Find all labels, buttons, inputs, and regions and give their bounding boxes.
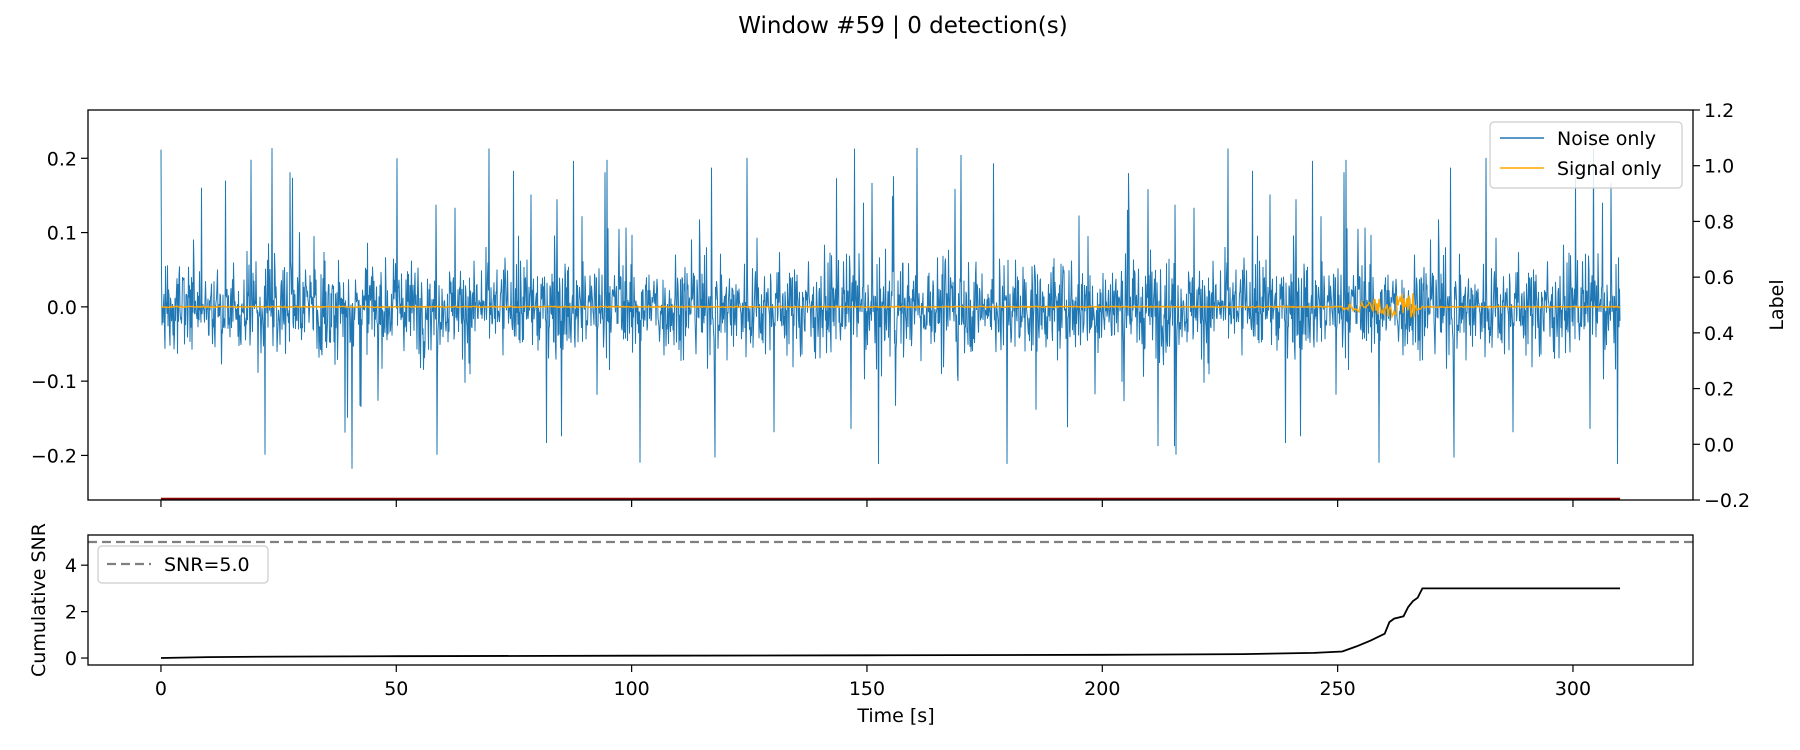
time-axis-title: Time [s] — [856, 705, 934, 727]
waveform-y2-tick-label: 1.0 — [1704, 156, 1734, 178]
waveform-axes-frame — [87, 109, 1694, 501]
waveform-y-tick-label: 0.0 — [47, 297, 77, 319]
snr-x-tick-label: 200 — [1084, 678, 1120, 700]
cumulative-snr-series — [160, 587, 1620, 659]
waveform-y2-tick-label: −0.2 — [1704, 490, 1750, 512]
legend-label-noise-only: Noise only — [1557, 128, 1656, 150]
cumulative-snr-axis-title: Cumulative SNR — [28, 523, 50, 677]
snr-y-tick-label: 0 — [65, 648, 77, 670]
waveform-y2-tick-label: 1.2 — [1704, 100, 1734, 122]
waveform-y2-tick-label: 0.8 — [1704, 211, 1734, 233]
waveform-y-tick-label: −0.1 — [31, 371, 77, 393]
snr-x-tick-label: 0 — [155, 678, 167, 700]
snr-axes-frame — [87, 534, 1694, 666]
snr-legend-box — [97, 545, 269, 584]
waveform-y2-tick-label: 0.6 — [1704, 267, 1734, 289]
snr-x-tick-label: 300 — [1555, 678, 1591, 700]
waveform-x-ticks — [160, 500, 1574, 507]
snr-x-tick-label: 150 — [849, 678, 885, 700]
snr-x-tick-label: 250 — [1320, 678, 1356, 700]
waveform-y-tick-label: −0.2 — [31, 445, 77, 467]
snr-y-tick-label: 2 — [65, 602, 77, 624]
snr-x-tick-label: 100 — [613, 678, 649, 700]
snr-panel: 0 2 4 0 50 100 150 200 250 300 Time [s] Cumulati… — [28, 523, 1694, 727]
snr-y-tick-label: 4 — [65, 555, 77, 577]
waveform-y2-ticks: −0.2 0.0 0.2 0.4 0.6 0.8 1.0 1.2 — [1693, 100, 1750, 512]
snr-x-ticks: 0 50 100 150 200 250 300 — [155, 665, 1591, 700]
noise-only-series — [160, 147, 1621, 469]
waveform-legend: Noise only Signal only — [1489, 121, 1683, 189]
waveform-y2-tick-label: 0.2 — [1704, 379, 1734, 401]
waveform-y2-tick-label: 0.4 — [1704, 323, 1734, 345]
label-axis-title: Label — [1766, 279, 1788, 330]
waveform-y-ticks: −0.2 −0.1 0.0 0.1 0.2 — [31, 148, 88, 467]
waveform-y2-tick-label: 0.0 — [1704, 434, 1734, 456]
figure-title: Window #59 | 0 detection(s) — [738, 13, 1067, 39]
snr-x-tick-label: 50 — [384, 678, 408, 700]
legend-label-snr-threshold: SNR=5.0 — [164, 554, 250, 576]
signal-only-series — [160, 293, 1620, 319]
waveform-y-tick-label: 0.1 — [47, 223, 77, 245]
snr-legend: SNR=5.0 — [97, 545, 269, 584]
waveform-panel: −0.2 −0.1 0.0 0.1 0.2 −0.2 0.0 0.2 0.4 0.6 0.8 1.0… — [31, 100, 1788, 512]
snr-y-ticks: 0 2 4 — [65, 555, 88, 670]
waveform-y-tick-label: 0.2 — [47, 148, 77, 170]
legend-label-signal-only: Signal only — [1557, 158, 1662, 180]
